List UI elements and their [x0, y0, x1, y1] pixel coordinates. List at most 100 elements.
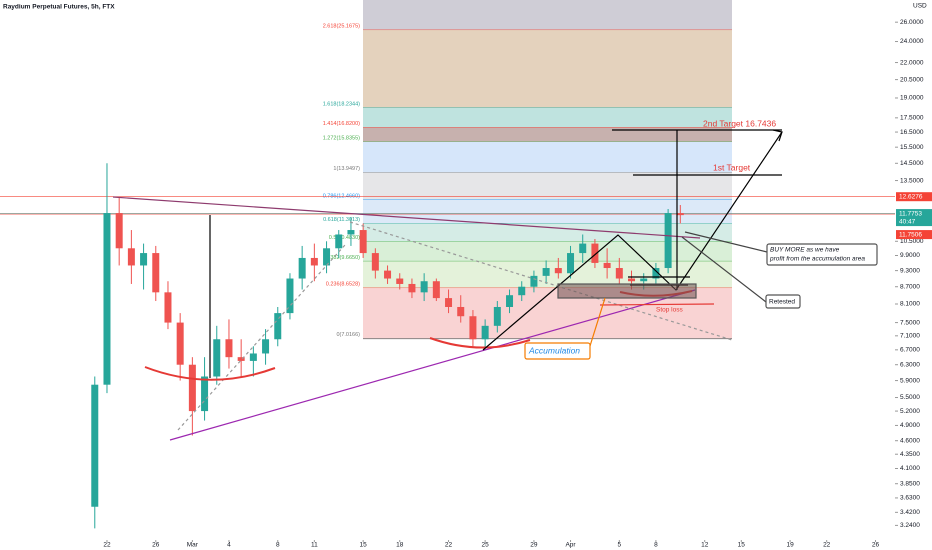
- curve: [429, 337, 531, 349]
- x-tick-label: 26: [152, 542, 160, 549]
- y-tick-label: 10.5000: [900, 238, 924, 245]
- candle-body: [396, 278, 404, 284]
- y-axis-label: USD: [913, 3, 927, 10]
- x-tick-label: 15: [360, 542, 368, 549]
- candle-body: [652, 268, 660, 279]
- fib-label: 1(13.9497): [333, 166, 360, 172]
- price-badge-label: 11.7506: [899, 231, 922, 238]
- fib-band: [363, 127, 732, 142]
- chart-title: Raydium Perpetual Futures, 5h, FTX: [3, 4, 115, 11]
- x-tick-label: Apr: [565, 542, 576, 549]
- candle-body: [481, 325, 489, 340]
- x-tick-label: 8: [276, 542, 280, 549]
- dashed-line: [177, 244, 346, 431]
- y-tick-label: 4.6000: [900, 437, 920, 444]
- stop-line: [599, 303, 715, 306]
- candle-body: [91, 384, 99, 507]
- y-tick-label: 8.7000: [900, 283, 920, 290]
- candle-body: [542, 268, 550, 276]
- fib-label: 0.236(8.6528): [326, 281, 360, 287]
- candle-body: [579, 243, 587, 254]
- candle-body: [323, 248, 331, 266]
- accumulation-box: [557, 283, 697, 299]
- candle-body: [567, 253, 575, 274]
- y-tick-label: 5.5000: [900, 394, 920, 401]
- fib-band: [363, 172, 732, 200]
- y-tick-label: 3.2400: [900, 522, 920, 529]
- y-tick-label: 5.9000: [900, 377, 920, 384]
- x-tick-label: 8: [654, 542, 658, 549]
- annotation: profit from the accumulation area: [769, 256, 865, 263]
- candle-body: [310, 257, 318, 266]
- x-tick-label: 11: [311, 542, 318, 549]
- callout-line: [681, 236, 767, 303]
- axes: 26.0000 24.0000 22.0000 20.5000 19.0000 17.50…: [103, 19, 932, 549]
- candle-body: [640, 278, 648, 282]
- fib-label: 0.618(11.3013): [323, 217, 360, 223]
- candle-body: [225, 339, 233, 358]
- candle-body: [164, 292, 172, 323]
- x-tick-label: 15: [738, 542, 746, 549]
- candle-body: [249, 353, 257, 361]
- candle-body: [176, 322, 184, 365]
- drawings: [112, 129, 878, 441]
- candle-body: [420, 281, 428, 293]
- candle-body: [213, 339, 221, 377]
- x-tick-label: 5: [618, 542, 622, 549]
- price-badge-label: 12.6276: [899, 193, 923, 200]
- annotation: BUY MORE as we have: [770, 247, 840, 254]
- candle-body: [506, 295, 514, 307]
- callout-line: [684, 231, 768, 253]
- fib-label: 0(7.0166): [336, 332, 360, 338]
- fib-band: [363, 199, 732, 224]
- y-tick-label: 22.0000: [900, 59, 924, 66]
- y-tick-label: 3.8500: [900, 480, 920, 487]
- candle-body: [603, 262, 611, 269]
- candles: [0, 163, 895, 529]
- candle-body: [127, 248, 135, 266]
- fib-band: [363, 107, 732, 128]
- fib-band: [363, 0, 732, 31]
- fib-label: 2.618(25.1675): [323, 24, 360, 30]
- candle-body: [445, 298, 453, 307]
- y-tick-label: 13.5000: [900, 177, 924, 184]
- trend-line: [112, 196, 701, 239]
- annotation: 2nd Target 16.7436: [703, 118, 776, 128]
- support-line: [169, 289, 696, 441]
- candle-body: [384, 270, 392, 279]
- candle-body: [432, 281, 440, 299]
- price-badge: [896, 192, 932, 202]
- countdown: 40:47: [899, 218, 916, 225]
- fib-band: [363, 141, 732, 173]
- price-badge: [896, 230, 932, 240]
- candle-body: [347, 230, 355, 235]
- candle-body: [664, 213, 672, 269]
- candle-body: [615, 268, 623, 279]
- y-tick-label: 8.1000: [900, 301, 920, 308]
- annotation: Stop loss: [656, 307, 683, 314]
- y-tick-label: 7.1000: [900, 333, 920, 340]
- x-tick-label: 18: [396, 542, 404, 549]
- annotation: 1st Target: [713, 162, 751, 172]
- fib-label: 0.382(9.6650): [326, 255, 360, 261]
- candle-body: [140, 253, 148, 266]
- y-tick-label: 9.9000: [900, 252, 920, 259]
- y-tick-label: 15.5000: [900, 144, 924, 151]
- x-tick-label: 22: [103, 542, 111, 549]
- candle-body: [188, 364, 196, 412]
- y-tick-label: 3.6300: [900, 495, 920, 502]
- fib-label: 0.786(12.4660): [323, 193, 360, 199]
- candle-body: [152, 253, 160, 293]
- y-tick-label: 9.3000: [900, 267, 920, 274]
- candle-body: [676, 213, 684, 216]
- y-tick-label: 20.5000: [900, 76, 924, 83]
- y-tick-label: 6.7000: [900, 347, 920, 354]
- annotation: Accumulation: [528, 345, 580, 355]
- annotation: Retested: [769, 299, 795, 306]
- candle-body: [518, 286, 526, 296]
- x-tick-label: Mar: [187, 542, 199, 549]
- y-tick-label: 17.5000: [900, 115, 924, 122]
- y-tick-label: 14.5000: [900, 160, 924, 167]
- y-tick-label: 5.2000: [900, 408, 920, 415]
